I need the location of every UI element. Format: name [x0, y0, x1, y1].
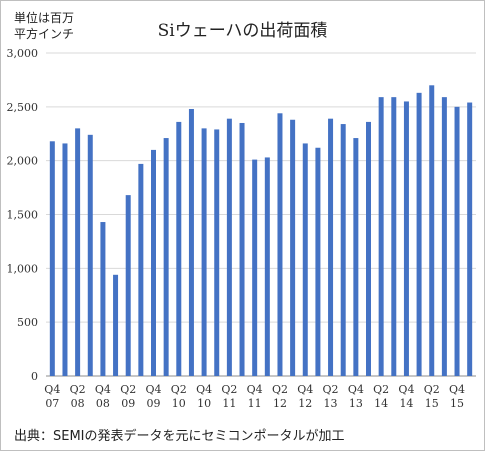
x-tick-label-year: 08 — [96, 397, 110, 410]
x-tick-label-year: 07 — [45, 397, 59, 410]
y-tick-label: 2,500 — [7, 101, 39, 114]
x-tick-label-quarter: Q2 — [171, 383, 187, 396]
bar — [391, 97, 397, 376]
x-tick-label-year: 15 — [425, 397, 439, 410]
bar — [100, 222, 106, 376]
bar — [454, 106, 460, 376]
bar — [366, 121, 371, 376]
x-tick-label-quarter: Q4 — [196, 383, 212, 396]
x-tick-label-quarter: Q2 — [221, 383, 237, 396]
x-tick-label-quarter: Q2 — [120, 383, 136, 396]
x-tick-label-quarter: Q4 — [95, 383, 111, 396]
bar — [49, 141, 55, 376]
bar — [214, 129, 220, 376]
bar — [302, 143, 308, 376]
bar — [277, 113, 283, 376]
bar — [113, 274, 119, 376]
x-tick-label-year: 11 — [222, 397, 236, 410]
bar — [125, 195, 131, 376]
x-tick-label-year: 09 — [121, 397, 135, 410]
x-tick-label-year: 13 — [324, 397, 338, 410]
x-tick-label-year: 11 — [248, 397, 262, 410]
x-tick-label-year: 14 — [399, 397, 413, 410]
x-tick-label-year: 10 — [172, 397, 186, 410]
x-tick-label-quarter: Q2 — [424, 383, 440, 396]
x-tick-label-quarter: Q4 — [44, 383, 60, 396]
x-tick-label-quarter: Q2 — [373, 383, 389, 396]
x-tick-label-year: 14 — [374, 397, 388, 410]
chart-title: Siウェーハの出荷面積 — [157, 21, 328, 41]
x-tick-label-year: 10 — [197, 397, 211, 410]
x-tick-label-year: 15 — [450, 397, 464, 410]
x-tick-label-quarter: Q4 — [297, 383, 313, 396]
x-tick-label-quarter: Q4 — [145, 383, 161, 396]
bar — [62, 143, 68, 376]
bar — [340, 124, 346, 376]
y-tick-label: 500 — [17, 316, 38, 329]
bar — [441, 97, 447, 376]
x-tick-label-year: 13 — [349, 397, 363, 410]
x-tick-label-quarter: Q2 — [70, 383, 86, 396]
bar — [239, 122, 245, 376]
x-tick-label-quarter: Q2 — [272, 383, 288, 396]
x-tick-label-quarter: Q4 — [247, 383, 263, 396]
bar — [328, 118, 334, 376]
x-tick-label-quarter: Q4 — [348, 383, 364, 396]
y-tick-label: 1,500 — [7, 209, 39, 222]
bar — [151, 149, 156, 376]
bar — [403, 101, 409, 376]
x-tick-label-quarter: Q4 — [449, 383, 465, 396]
bar — [75, 128, 81, 376]
source-note: 出典：SEMIの発表データを元にセミコンポータルが加工 — [14, 429, 345, 444]
x-tick-label-year: 12 — [273, 397, 287, 410]
bar — [416, 92, 422, 376]
bar — [378, 97, 384, 376]
bar — [290, 119, 296, 377]
x-tick-label-quarter: Q4 — [398, 383, 414, 396]
x-tick-label-year: 09 — [147, 397, 161, 410]
bar — [264, 157, 270, 376]
bar — [201, 128, 207, 376]
x-tick-label-year: 12 — [298, 397, 312, 410]
y-tick-label: 2,000 — [7, 155, 39, 168]
x-tick-label-quarter: Q2 — [323, 383, 339, 396]
y-tick-label: 0 — [31, 370, 38, 383]
unit-label-line2: 平方インチ — [14, 27, 75, 41]
bar — [188, 108, 194, 376]
bar — [176, 121, 182, 376]
bar — [429, 85, 435, 377]
unit-label: 単位は百万 平方インチ — [14, 10, 74, 42]
bar — [353, 138, 359, 376]
bar — [467, 102, 473, 376]
bar — [315, 147, 321, 376]
bar — [252, 159, 258, 376]
y-tick-label: 3,000 — [7, 47, 39, 60]
bar — [226, 118, 232, 376]
unit-label-line1: 単位は百万 — [14, 11, 75, 25]
y-tick-label: 1,000 — [7, 262, 39, 275]
bar — [138, 163, 144, 376]
bar — [87, 134, 93, 376]
bar — [163, 138, 169, 376]
x-tick-label-year: 08 — [71, 397, 85, 410]
